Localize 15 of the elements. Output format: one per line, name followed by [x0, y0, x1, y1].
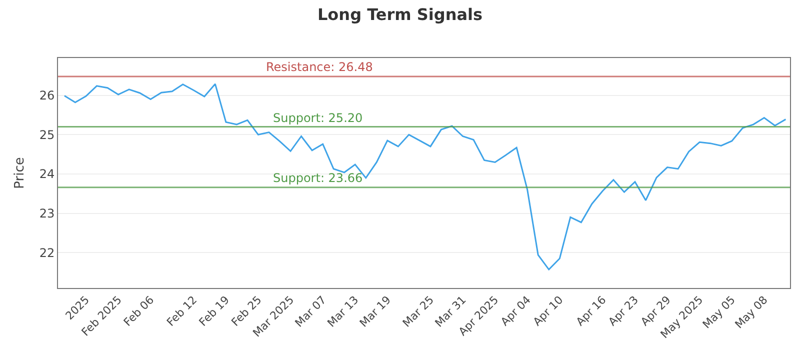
ref-line-label: Resistance: 26.48 — [266, 60, 373, 74]
chart-title: Long Term Signals — [317, 4, 483, 24]
y-tick-label: 25 — [39, 128, 55, 142]
y-axis-title: Price — [12, 157, 28, 189]
line-series — [64, 83, 786, 270]
ref-line-label: Support: 25.20 — [273, 111, 363, 125]
y-tick-label: 22 — [39, 246, 55, 260]
x-tick-label: Apr 04 — [498, 294, 534, 329]
x-tick-label: Feb 06 — [121, 294, 157, 329]
x-tick-label: Mar 19 — [357, 294, 394, 330]
y-tick-label: 26 — [39, 88, 55, 103]
y-tick-label: 24 — [39, 167, 55, 182]
ref-line-label: Support: 23.66 — [273, 171, 363, 185]
x-tick-label: Apr 10 — [530, 294, 566, 329]
y-tick-label: 23 — [39, 206, 55, 220]
